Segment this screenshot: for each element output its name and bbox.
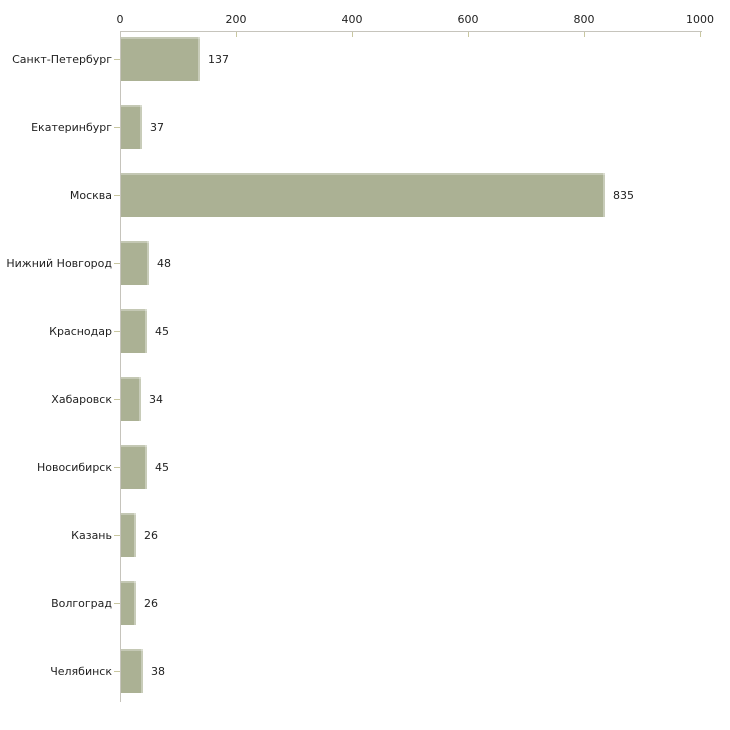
- bar: [121, 513, 136, 557]
- y-tick-mark: [114, 399, 120, 400]
- bar: [121, 377, 141, 421]
- bar: [121, 241, 149, 285]
- x-tick-label: 600: [457, 13, 479, 26]
- y-tick-mark: [114, 59, 120, 60]
- x-tick-label: 400: [341, 13, 363, 26]
- y-tick-mark: [114, 603, 120, 604]
- category-label: Хабаровск: [51, 392, 112, 406]
- value-label: 137: [208, 52, 229, 66]
- value-label: 45: [155, 460, 169, 474]
- y-tick-mark: [114, 263, 120, 264]
- category-label: Новосибирск: [36, 460, 112, 474]
- category-label: Нижний Новгород: [6, 256, 112, 270]
- bar: [121, 309, 147, 353]
- x-tick-mark: [468, 32, 469, 37]
- x-tick-mark: [584, 32, 585, 37]
- y-tick-mark: [114, 195, 120, 196]
- category-label: Екатеринбург: [31, 120, 112, 134]
- value-label: 34: [149, 392, 163, 406]
- category-label: Краснодар: [49, 324, 112, 338]
- x-tick-mark: [236, 32, 237, 37]
- x-axis-line: [120, 31, 702, 32]
- category-label: Волгоград: [51, 596, 112, 610]
- y-tick-mark: [114, 535, 120, 536]
- bar: [121, 105, 142, 149]
- value-label: 45: [155, 324, 169, 338]
- x-tick-mark: [700, 32, 701, 37]
- value-label: 26: [144, 528, 158, 542]
- category-label: Москва: [69, 188, 112, 202]
- value-label: 38: [151, 664, 165, 678]
- y-tick-mark: [114, 331, 120, 332]
- x-tick-label: 0: [116, 13, 124, 26]
- category-label: Челябинск: [50, 664, 112, 678]
- bar: [121, 649, 143, 693]
- value-label: 37: [150, 120, 164, 134]
- y-tick-mark: [114, 467, 120, 468]
- x-tick-label: 1000: [686, 13, 714, 26]
- x-tick-label: 800: [573, 13, 595, 26]
- bar: [121, 173, 605, 217]
- y-tick-mark: [114, 671, 120, 672]
- category-label: Казань: [71, 528, 112, 542]
- bar: [121, 581, 136, 625]
- x-tick-label: 200: [225, 13, 247, 26]
- value-label: 835: [613, 188, 634, 202]
- category-label: Санкт-Петербург: [12, 52, 112, 66]
- x-tick-mark: [352, 32, 353, 37]
- y-axis-line: [120, 31, 121, 702]
- bar: [121, 37, 200, 81]
- value-label: 26: [144, 596, 158, 610]
- y-tick-mark: [114, 127, 120, 128]
- value-label: 48: [157, 256, 171, 270]
- bar: [121, 445, 147, 489]
